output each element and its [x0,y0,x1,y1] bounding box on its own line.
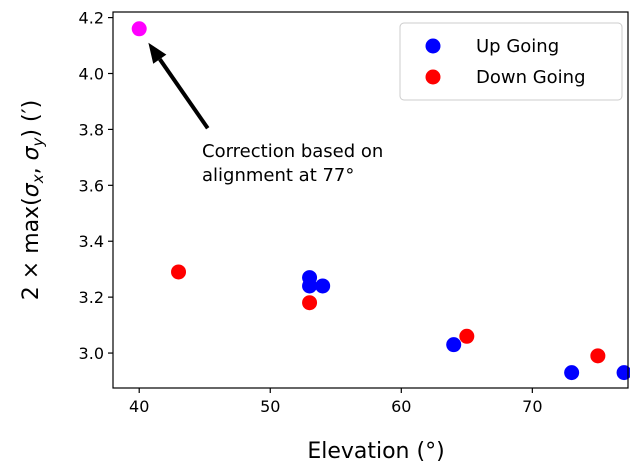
up-going-point [315,278,331,294]
down-going-point [459,328,475,344]
legend: Up Going Down Going [399,22,623,101]
x-tick-label: 60 [391,397,411,416]
down-going-point [590,348,606,364]
legend-marker [425,38,441,54]
annotation-arrow-head [148,42,167,64]
y-tick-label: 3.2 [79,288,104,307]
x-axis-label: Elevation (°) [307,439,444,464]
legend-label: Down Going [476,67,586,88]
y-tick-label: 4.0 [79,65,104,84]
y-tick-label: 3.0 [79,344,104,363]
legend-marker [425,69,441,85]
x-tick-label: 40 [129,397,149,416]
annotation-text-line: Correction based on [202,141,383,162]
plot-area [131,21,630,381]
legend-box [399,22,623,101]
x-tick-label: 70 [522,397,542,416]
axes: 40 50 60 70 3.0 3.2 3.4 3.6 3.8 4.0 4.2 [79,9,629,416]
annotation: Correction based on alignment at 77° [148,42,383,186]
corrected-point [131,21,147,37]
up-going-point [616,365,630,381]
y-tick-label: 4.2 [79,9,104,28]
up-going-point [446,337,462,353]
axes-frame [112,11,629,389]
annotation-text-line: alignment at 77° [202,165,354,186]
up-going-point [302,278,318,294]
y-axis-label: 2 × max(σx, σy) (′) [19,100,47,300]
down-going-point [302,295,318,311]
legend-label: Up Going [476,36,559,57]
y-tick-label: 3.8 [79,120,104,139]
y-axis-label-text: 2 × max(σx, σy) (′) [19,100,47,300]
x-tick-label: 50 [260,397,280,416]
y-tick-label: 3.6 [79,176,104,195]
annotation-arrow-shaft [158,58,210,130]
down-going-point [171,264,187,280]
y-tick-label: 3.4 [79,232,104,251]
up-going-point [564,365,580,381]
